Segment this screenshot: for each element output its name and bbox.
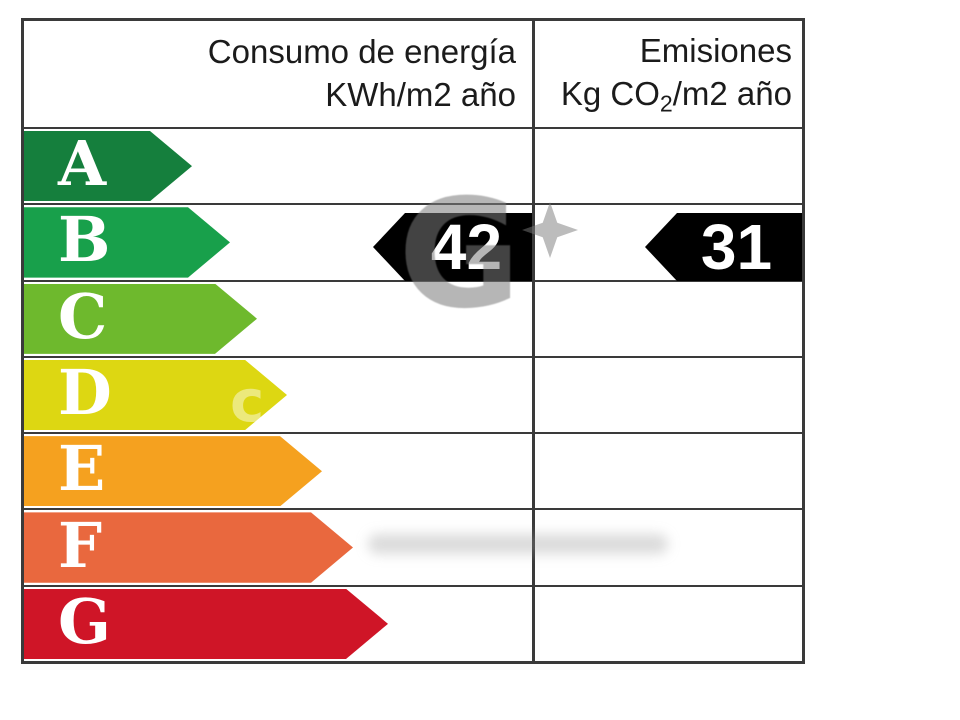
rating-arrow: B <box>24 207 230 277</box>
rating-arrow: C <box>24 284 257 354</box>
energy-certificate-table: Consumo de energía KWh/m2 año Emisiones … <box>21 18 805 664</box>
header-consumption: Consumo de energía KWh/m2 año <box>24 21 532 127</box>
rating-letter: F <box>58 508 103 582</box>
rating-row-a: A <box>24 127 802 204</box>
rating-row-d: D <box>24 355 802 433</box>
rating-rows: A B C D E F G <box>24 127 802 661</box>
rating-row-g: G <box>24 584 802 661</box>
rating-row-c: C <box>24 279 802 356</box>
rating-letter: D <box>58 355 112 429</box>
rating-letter: A <box>58 127 107 201</box>
rating-letter: B <box>58 203 111 277</box>
header-emissions: Emisiones Kg CO2/m2 año <box>532 21 802 127</box>
header-emissions-line2: Kg CO2/m2 año <box>560 74 792 117</box>
rating-arrow: A <box>24 131 192 201</box>
rating-row-f: F <box>24 508 802 585</box>
rating-letter: G <box>58 584 111 658</box>
header-consumption-line1: Consumo de energía <box>207 33 516 71</box>
rating-letter: C <box>58 279 108 353</box>
rating-letter: E <box>58 432 106 506</box>
rating-row-e: E <box>24 432 802 509</box>
rating-arrow: G <box>24 589 388 659</box>
emissions-value-arrow: 31 <box>645 213 802 281</box>
rating-arrow: E <box>24 436 322 506</box>
table-header: Consumo de energía KWh/m2 año Emisiones … <box>24 21 802 127</box>
header-consumption-line2: KWh/m2 año <box>325 76 516 113</box>
column-divider <box>532 21 535 661</box>
rating-arrow: D <box>24 360 287 430</box>
consumption-value-arrow: 42 <box>373 213 534 281</box>
rating-arrow: F <box>24 512 353 582</box>
header-emissions-line1: Emisiones <box>639 31 792 69</box>
